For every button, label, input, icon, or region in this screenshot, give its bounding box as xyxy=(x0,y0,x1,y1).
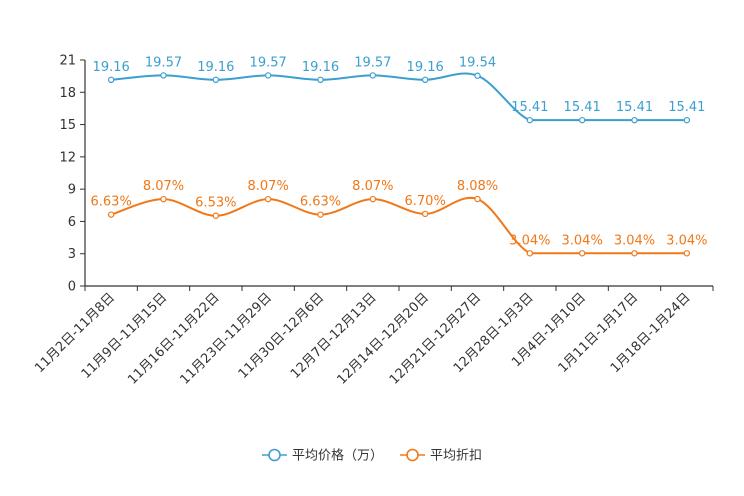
data-label: 8.07% xyxy=(143,179,184,194)
y-tick-label: 0 xyxy=(68,280,76,295)
data-label: 8.08% xyxy=(457,179,498,194)
data-point[interactable] xyxy=(107,211,115,218)
data-label: 19.57 xyxy=(145,55,182,70)
legend-marker xyxy=(406,448,419,462)
data-point[interactable] xyxy=(578,250,586,257)
y-tick-label: 15 xyxy=(59,118,76,133)
data-label: 19.16 xyxy=(197,60,234,75)
series-line xyxy=(110,196,687,255)
data-label: 19.57 xyxy=(354,55,391,70)
x-tick-label: 12月14日-12月20日 xyxy=(335,290,432,387)
data-label: 8.07% xyxy=(352,179,393,194)
data-point[interactable] xyxy=(369,72,377,79)
series-avg-discount: 6.63% 8.07% 6.53% 8.07% 6.63% 8.07% 6.70% 8.08%… xyxy=(91,179,707,257)
data-point[interactable] xyxy=(578,116,586,124)
data-point[interactable] xyxy=(474,195,481,203)
data-point[interactable] xyxy=(369,195,377,203)
data-point[interactable] xyxy=(264,195,272,203)
data-point[interactable] xyxy=(212,212,220,219)
data-label: 15.41 xyxy=(668,100,705,115)
data-point[interactable] xyxy=(160,195,167,203)
y-tick-label: 21 xyxy=(59,54,76,69)
legend-marker xyxy=(268,448,281,462)
data-point[interactable] xyxy=(317,211,324,218)
data-label: 19.57 xyxy=(250,55,287,70)
data-label: 8.07% xyxy=(248,179,289,194)
legend-item-avg-discount[interactable]: 平均折扣 xyxy=(400,449,482,464)
data-label: 3.04% xyxy=(562,233,603,248)
x-tick-label: 11月16日-11月22日 xyxy=(125,290,222,387)
data-label: 15.41 xyxy=(564,100,601,115)
series-line xyxy=(111,72,687,122)
data-label: 15.41 xyxy=(511,100,548,115)
data-point[interactable] xyxy=(526,116,534,124)
data-point[interactable] xyxy=(317,76,324,84)
chart-legend[interactable]: 平均价格（万） 平均折扣 xyxy=(262,448,482,464)
data-point[interactable] xyxy=(421,76,429,84)
data-label: 19.16 xyxy=(302,60,339,75)
legend-label: 平均折扣 xyxy=(430,449,482,464)
y-tick-label: 6 xyxy=(68,215,76,230)
legend-label: 平均价格（万） xyxy=(292,448,383,464)
chart-series-layer: 19.16 19.57 19.16 19.57 19.16 19.57 19.16 19.54… xyxy=(91,55,707,257)
y-tick-label: 12 xyxy=(59,150,76,165)
data-point[interactable] xyxy=(264,72,272,79)
data-point[interactable] xyxy=(683,116,691,124)
data-label: 19.16 xyxy=(407,60,444,75)
data-point[interactable] xyxy=(526,250,534,257)
data-point[interactable] xyxy=(107,76,115,84)
x-tick-label: 12月21日-12月27日 xyxy=(387,290,484,387)
data-point[interactable] xyxy=(683,250,691,257)
data-label: 3.04% xyxy=(614,233,655,248)
x-tick-label: 11月23日-11月29日 xyxy=(178,290,275,387)
data-point[interactable] xyxy=(421,210,429,218)
data-label: 3.04% xyxy=(666,233,707,248)
data-label: 6.53% xyxy=(195,196,236,211)
y-tick-label: 9 xyxy=(68,183,76,198)
data-label: 6.63% xyxy=(91,195,132,210)
data-label: 19.16 xyxy=(93,60,130,75)
data-label: 3.04% xyxy=(509,233,550,248)
data-label: 15.41 xyxy=(616,100,653,115)
series-avg-price: 19.16 19.57 19.16 19.57 19.16 19.57 19.16 19.54… xyxy=(93,55,705,124)
data-label: 6.70% xyxy=(405,194,446,209)
data-point[interactable] xyxy=(160,72,167,79)
data-label: 6.63% xyxy=(300,195,341,210)
data-point[interactable] xyxy=(631,250,638,257)
data-point[interactable] xyxy=(631,116,638,124)
y-tick-label: 18 xyxy=(59,86,76,101)
data-point[interactable] xyxy=(212,76,220,84)
y-tick-label: 3 xyxy=(68,247,76,262)
legend-item-avg-price[interactable]: 平均价格（万） xyxy=(262,448,383,464)
data-point[interactable] xyxy=(474,72,481,79)
chart-axes: 03691215182111月2日-11月8日11月9日-11月15日11月16… xyxy=(32,54,714,388)
data-label: 19.54 xyxy=(459,56,496,71)
